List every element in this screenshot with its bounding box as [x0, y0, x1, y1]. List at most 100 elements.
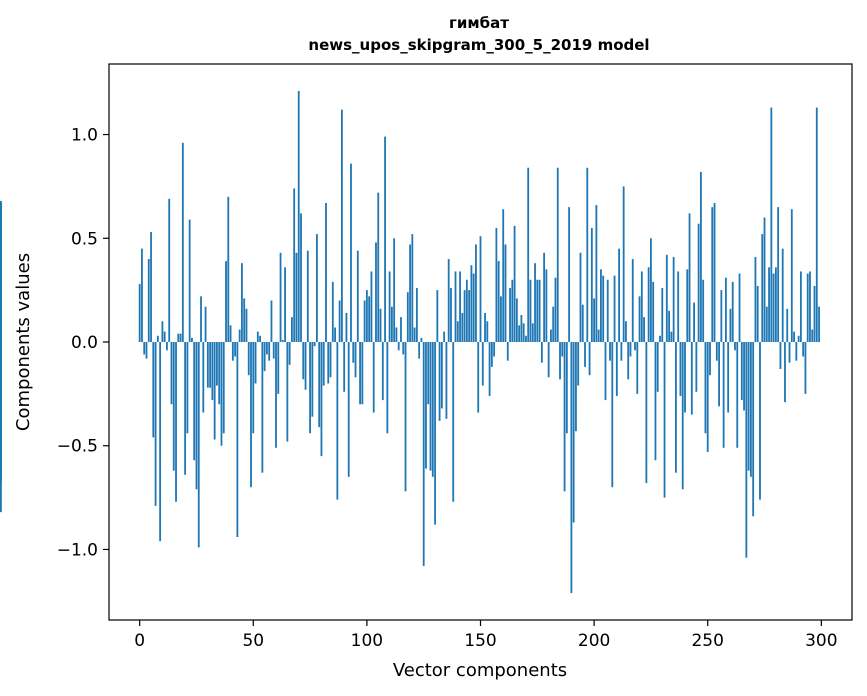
bar-96 [356, 250, 359, 342]
bar-234 [670, 331, 673, 342]
bar-10 [161, 321, 164, 342]
bar-16 [175, 342, 177, 502]
bar-11 [163, 331, 166, 342]
bar-270 [752, 342, 755, 517]
bar-1 [141, 248, 143, 342]
bar-171 [527, 167, 530, 342]
bar-172 [529, 279, 532, 342]
bar-256 [720, 290, 723, 342]
bar-41 [231, 342, 234, 361]
bar-277 [768, 267, 770, 342]
bar-216 [629, 342, 632, 357]
bar-6 [152, 342, 155, 438]
bar-166 [515, 298, 518, 342]
bar-97 [359, 342, 361, 405]
plot-frame [108, 63, 853, 621]
bar-275 [763, 217, 766, 342]
bar-187 [563, 342, 566, 492]
bar-156 [493, 342, 496, 357]
bar-148 [475, 244, 477, 342]
y-axis-ticks: −1.0 −0.5 0.0 0.5 1.0 [57, 126, 109, 560]
bar-24 [193, 342, 196, 461]
bar-116 [402, 342, 405, 355]
bar-154 [488, 342, 491, 396]
bar-243 [690, 342, 693, 415]
bar-295 [809, 271, 811, 342]
bar-250 [706, 342, 709, 452]
bar-58 [270, 300, 273, 342]
bar-207 [609, 342, 611, 361]
bar-258 [724, 277, 727, 342]
bar-57 [268, 342, 271, 361]
bar-94 [352, 342, 355, 363]
bar-297 [813, 285, 816, 342]
bar-183 [554, 277, 557, 342]
bar-153 [486, 321, 489, 342]
bar-189 [568, 207, 571, 342]
bar-298 [815, 107, 818, 342]
bar-208 [611, 342, 614, 488]
y-tick-label: −0.5 [57, 437, 98, 457]
bar-227 [654, 342, 657, 461]
bar-138 [452, 342, 455, 502]
bar-257 [722, 342, 725, 448]
bar-121 [413, 327, 416, 342]
bar-261 [731, 281, 734, 342]
bar-83 [327, 342, 330, 384]
bar-144 [465, 279, 468, 342]
bar-268 [747, 342, 750, 471]
bar-17 [177, 333, 180, 342]
bar-197 [586, 167, 589, 342]
bar-150 [479, 236, 482, 342]
bar-127 [427, 342, 430, 405]
bar-52 [256, 331, 259, 342]
bar-146 [470, 265, 473, 342]
bar-213 [622, 186, 625, 342]
bar-221 [640, 271, 643, 342]
bar-37 [222, 342, 225, 434]
bar-232 [665, 254, 668, 342]
bar-202 [597, 329, 600, 342]
bar-170 [525, 335, 527, 342]
bar-109 [386, 342, 389, 434]
bar-155 [490, 342, 493, 367]
bar-30 [206, 342, 209, 388]
bar-75 [309, 342, 311, 434]
x-tick-label: 250 [691, 631, 723, 651]
bar-124 [420, 337, 423, 342]
bar-192 [575, 342, 577, 432]
bar-91 [345, 312, 348, 342]
bar-136 [447, 259, 450, 342]
bar-283 [781, 248, 784, 342]
bar-291 [799, 271, 802, 342]
bar-25 [195, 342, 198, 490]
bar-9 [159, 342, 162, 542]
bar-188 [565, 342, 568, 434]
bar-249 [704, 342, 707, 434]
bar-196 [584, 342, 586, 367]
bar-194 [579, 252, 582, 342]
bar-93 [350, 163, 352, 342]
bar-151 [481, 342, 484, 386]
x-tick-label: 0 [134, 631, 145, 651]
bar-149 [477, 342, 480, 413]
bar-120 [411, 234, 414, 342]
bar-163 [509, 288, 511, 342]
bar-237 [677, 271, 680, 342]
bar-161 [504, 244, 507, 342]
bar-87 [336, 342, 339, 500]
bar-23 [191, 337, 193, 342]
bar-34 [216, 342, 218, 386]
bar-178 [543, 252, 546, 342]
bar-217 [631, 259, 634, 342]
bar-19 [181, 142, 184, 342]
bar-129 [431, 342, 434, 477]
bar-128 [429, 342, 432, 471]
bar-74 [306, 250, 309, 342]
bar-68 [293, 188, 296, 342]
bar-293 [804, 342, 807, 394]
bar-35 [218, 342, 221, 405]
bar-77 [313, 342, 316, 347]
bar-160 [502, 209, 505, 342]
bar-267 [745, 342, 748, 558]
